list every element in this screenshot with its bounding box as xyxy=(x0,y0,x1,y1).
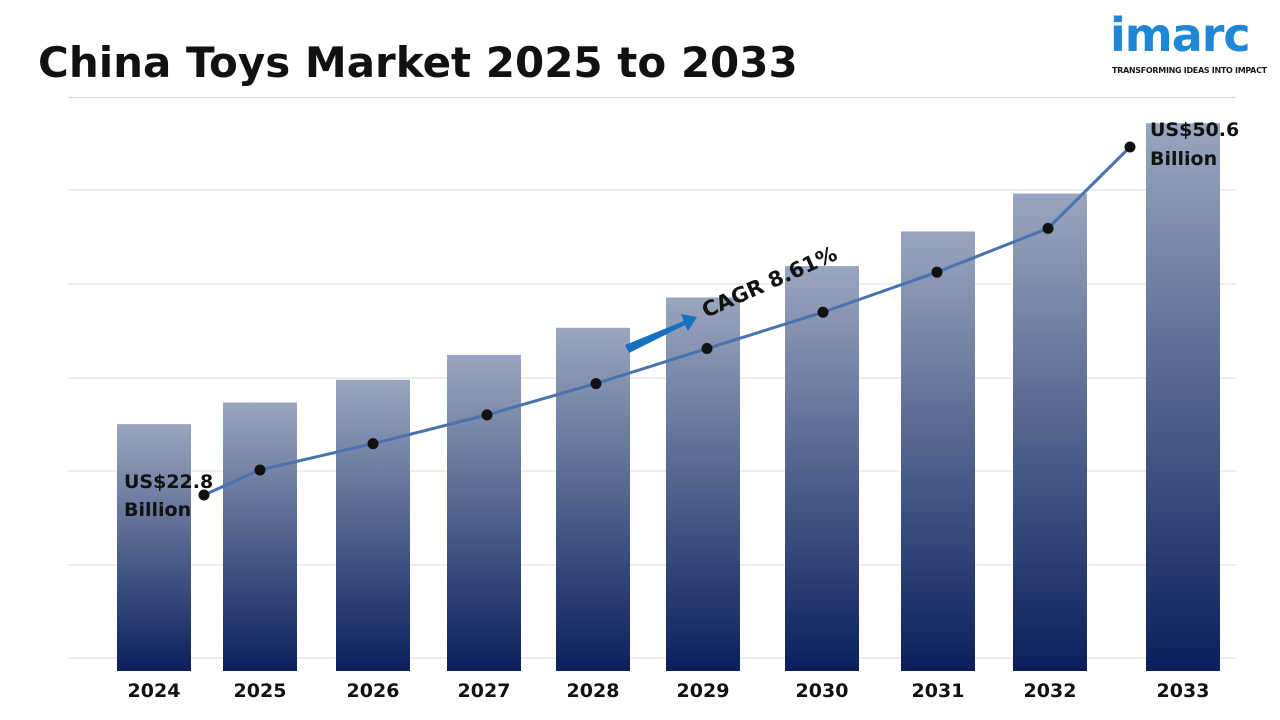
chart-title: China Toys Market 2025 to 2033 xyxy=(38,38,798,87)
trend-marker-2032 xyxy=(1042,222,1054,234)
end-value-unit: Billion xyxy=(1150,148,1217,170)
imarc-logo: imarc TRANSFORMING IDEAS INTO IMPACT xyxy=(1108,6,1274,78)
x-tick-2027: 2027 xyxy=(458,680,511,702)
title-divider xyxy=(68,97,1236,98)
x-tick-2025: 2025 xyxy=(234,680,287,702)
start-value-unit: Billion xyxy=(124,499,191,521)
start-value-amount: US$22.8 xyxy=(124,471,213,493)
logo-tagline: TRANSFORMING IDEAS INTO IMPACT xyxy=(1112,66,1267,75)
trend-marker-2033 xyxy=(1124,141,1136,153)
bar-2030 xyxy=(785,266,859,671)
x-tick-2028: 2028 xyxy=(567,680,620,702)
bar-2025 xyxy=(223,402,297,671)
bar-2032 xyxy=(1013,193,1087,671)
bar-2026 xyxy=(336,379,410,671)
trend-line xyxy=(203,145,1132,497)
bar-2027 xyxy=(447,354,521,671)
trend-marker-2028 xyxy=(590,378,602,390)
x-tick-2029: 2029 xyxy=(677,680,730,702)
x-tick-2031: 2031 xyxy=(912,680,965,702)
trend-marker-2029 xyxy=(701,343,713,355)
bar-2031 xyxy=(901,231,975,671)
x-tick-2024: 2024 xyxy=(128,680,181,702)
trend-marker-2027 xyxy=(481,409,493,421)
cagr-arrow-icon xyxy=(625,314,697,353)
logo-wordmark: imarc xyxy=(1110,8,1251,62)
trend-marker-2024 xyxy=(198,489,210,501)
bar-2024 xyxy=(117,424,191,671)
x-tick-2033: 2033 xyxy=(1157,680,1210,702)
trend-marker-2030 xyxy=(817,306,829,318)
end-value-label: US$50.6 Billion xyxy=(1150,119,1246,170)
start-value-label: US$22.8 Billion xyxy=(124,471,220,521)
bar-2033 xyxy=(1146,123,1220,671)
trend-marker-2031 xyxy=(931,266,943,278)
x-tick-2032: 2032 xyxy=(1024,680,1077,702)
bar-2029 xyxy=(666,297,740,671)
bars xyxy=(117,123,1220,671)
x-tick-labels: 2024 2025 2026 2027 2028 2029 2030 2031 2032 2033 xyxy=(128,680,1210,702)
trend-line-group xyxy=(198,141,1136,501)
x-tick-2026: 2026 xyxy=(347,680,400,702)
x-tick-2030: 2030 xyxy=(796,680,849,702)
trend-marker-2026 xyxy=(367,438,379,450)
end-value-amount: US$50.6 xyxy=(1150,119,1239,141)
trend-marker-2025 xyxy=(254,464,266,476)
